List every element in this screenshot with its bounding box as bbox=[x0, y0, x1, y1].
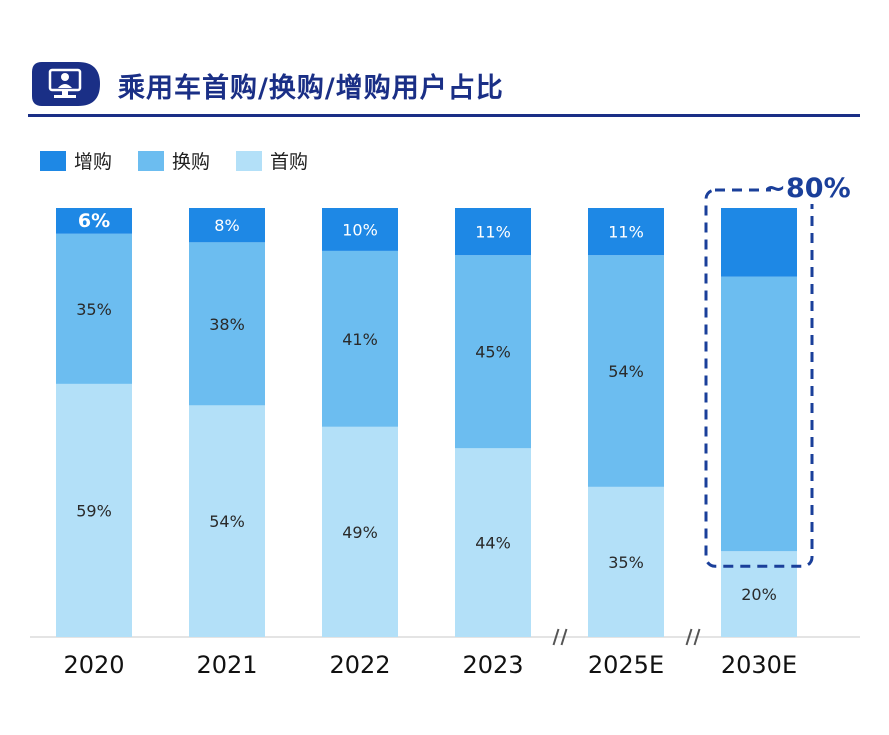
x-tick-label-2025E: 2025E bbox=[588, 651, 664, 679]
chart-header: 乘用车首购/换购/增购用户占比 bbox=[28, 58, 860, 118]
axis-break-2030E-b bbox=[693, 628, 701, 646]
data-label-first-2021: 54% bbox=[209, 512, 245, 531]
x-tick-label-2021: 2021 bbox=[196, 651, 257, 679]
data-label-increase-2025E: 11% bbox=[608, 223, 644, 242]
data-label-first-2023: 44% bbox=[475, 534, 511, 553]
data-label-first-2025E: 35% bbox=[608, 553, 644, 572]
data-label-first-2022: 49% bbox=[342, 523, 378, 542]
legend-label-increase: 增购 bbox=[74, 151, 113, 173]
data-label-replace-2025E: 54% bbox=[608, 362, 644, 381]
legend-swatch-replace bbox=[138, 150, 165, 171]
data-label-replace-2021: 38% bbox=[209, 315, 245, 334]
x-tick-label-2023: 2023 bbox=[462, 651, 523, 679]
data-label-replace-2023: 45% bbox=[475, 343, 511, 362]
legend-item-increase: 增购 bbox=[40, 147, 112, 174]
bar-segment-increase-2030E bbox=[721, 208, 797, 277]
data-label-first-2020: 59% bbox=[76, 501, 112, 520]
x-tick-label-2030E: 2030E bbox=[721, 651, 797, 679]
bar-segment-replace-2021 bbox=[189, 242, 265, 406]
axis-break-2025E-b bbox=[560, 628, 568, 646]
bar-segment-increase-2021 bbox=[189, 208, 265, 243]
bar-segment-first-2025E bbox=[588, 486, 664, 637]
legend-swatch-increase bbox=[40, 150, 66, 171]
axis-break-2025E-a bbox=[552, 628, 560, 646]
data-label-increase-2022: 10% bbox=[342, 220, 378, 239]
annotation-dashed-box bbox=[704, 188, 814, 568]
bar-segment-increase-2023 bbox=[455, 208, 531, 256]
bar-segment-replace-2020 bbox=[56, 233, 132, 384]
annotation-label-bg bbox=[771, 174, 845, 204]
legend-label-replace: 换购 bbox=[172, 151, 211, 173]
annotation-label: ~80% bbox=[763, 173, 850, 204]
legend: 增购 换购 首购 bbox=[40, 147, 308, 174]
data-label-replace-2020: 35% bbox=[76, 300, 112, 319]
bar-segment-replace-2025E bbox=[588, 255, 664, 487]
bar-segment-first-2021 bbox=[189, 405, 265, 637]
legend-item-replace: 换购 bbox=[138, 147, 210, 174]
data-label-increase-2023: 11% bbox=[475, 223, 511, 242]
data-label-replace-2022: 41% bbox=[342, 330, 378, 349]
bar-segment-first-2022 bbox=[322, 426, 398, 637]
bar-segment-replace-2030E bbox=[721, 276, 797, 552]
legend-swatch-first bbox=[236, 150, 263, 171]
legend-item-first: 首购 bbox=[236, 147, 308, 174]
bar-segment-increase-2022 bbox=[322, 208, 398, 251]
x-tick-label-2020: 2020 bbox=[63, 651, 124, 679]
axis-break-2030E-a bbox=[685, 628, 693, 646]
bar-segment-increase-2020 bbox=[56, 208, 132, 234]
bar-segment-replace-2022 bbox=[322, 250, 398, 427]
computer-user-icon bbox=[32, 62, 100, 106]
data-label-increase-2020: 6% bbox=[78, 210, 110, 232]
bar-segment-first-2023 bbox=[455, 448, 531, 637]
title-divider bbox=[28, 114, 860, 117]
chart-title: 乘用车首购/换购/增购用户占比 bbox=[118, 73, 504, 104]
bar-segment-increase-2025E bbox=[588, 208, 664, 256]
data-label-first-2030E: 20% bbox=[741, 585, 777, 604]
bar-segment-first-2020 bbox=[56, 383, 132, 637]
bar-segment-replace-2023 bbox=[455, 255, 531, 449]
x-tick-label-2022: 2022 bbox=[329, 651, 390, 679]
data-label-increase-2021: 8% bbox=[214, 216, 239, 235]
legend-label-first: 首购 bbox=[270, 151, 309, 173]
